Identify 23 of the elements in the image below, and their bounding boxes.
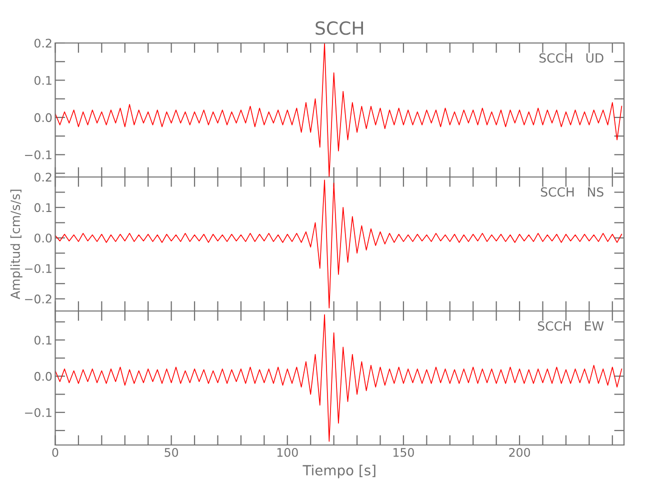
y-tick-label: 0.0 <box>34 234 52 243</box>
x-axis-title: Tiempo [s] <box>302 464 376 478</box>
annotation: SCCH UD <box>539 53 604 63</box>
annotation: SCCH NS <box>540 187 604 197</box>
y-tick-label: −0.2 <box>25 294 52 304</box>
x-tick-label: 150 <box>393 448 414 457</box>
y-tick-label: 0.1 <box>34 76 52 85</box>
chart-title: SCCH <box>316 21 363 35</box>
y-tick-label: 0.0 <box>34 113 52 122</box>
y-tick-label: 0.1 <box>34 336 52 345</box>
y-tick-label: 0.2 <box>34 172 52 182</box>
x-tick-label: 100 <box>277 448 298 457</box>
y-tick-label: 0.0 <box>34 372 52 381</box>
x-tick-label: 50 <box>164 448 178 457</box>
x-tick-label: 0 <box>52 448 58 457</box>
x-tick-label: 200 <box>509 448 530 457</box>
y-tick-label: −0.1 <box>25 150 52 160</box>
y-axis-title: Amplitud [cm/s/s] <box>10 190 22 300</box>
annotation: SCCH EW <box>538 321 604 331</box>
y-tick-label: −0.1 <box>25 264 52 274</box>
y-tick-label: 0.1 <box>34 203 52 212</box>
y-tick-label: −0.1 <box>25 408 52 418</box>
y-tick-label: 0.2 <box>34 38 52 48</box>
